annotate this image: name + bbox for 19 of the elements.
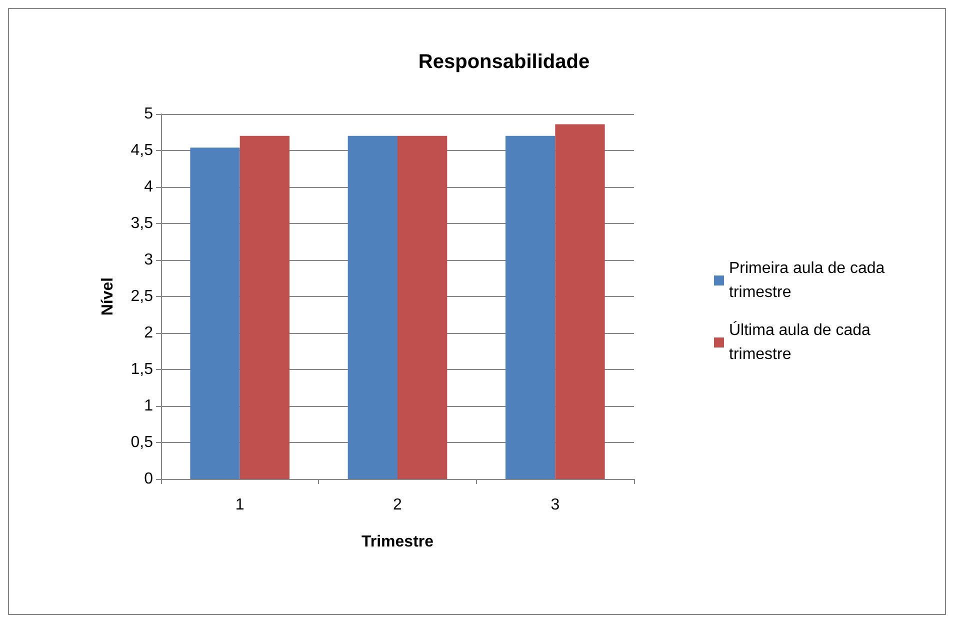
y-tick-label: 1 xyxy=(144,398,154,414)
legend-label: Primeira aula de cada trimestre xyxy=(729,260,890,301)
y-tick-label: 3 xyxy=(144,252,154,268)
x-axis-title: Trimestre xyxy=(361,534,434,550)
y-tick-label: 3,5 xyxy=(130,215,154,232)
y-tick-label: 4 xyxy=(144,178,154,196)
chart-title: Responsabilidade xyxy=(418,51,590,73)
x-tick-label: 3 xyxy=(550,496,560,514)
y-tick-label: 1,5 xyxy=(130,361,154,378)
x-tick-label: 2 xyxy=(393,496,402,514)
legend-label: Última aula de cada trimestre xyxy=(729,321,875,363)
y-tick-label: 2 xyxy=(144,324,154,342)
y-tick-label: 5 xyxy=(144,106,154,122)
y-tick-label: 2,5 xyxy=(130,288,154,305)
y-tick-label: 4,5 xyxy=(130,142,154,159)
y-tick-label: 0 xyxy=(144,470,154,488)
x-tick-label: 1 xyxy=(235,496,244,514)
y-axis-title: Nível xyxy=(100,277,116,316)
y-tick-label: 0,5 xyxy=(130,434,154,451)
